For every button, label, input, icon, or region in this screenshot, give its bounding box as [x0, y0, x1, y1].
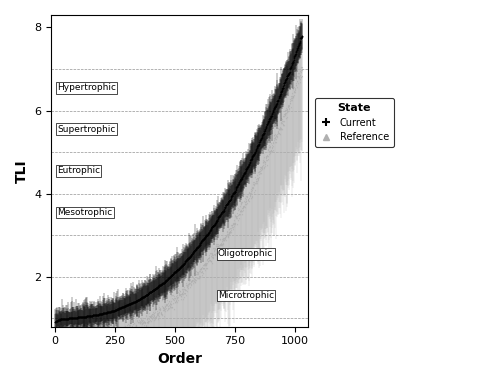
X-axis label: Order: Order	[157, 352, 202, 366]
Text: Hypertrophic: Hypertrophic	[57, 83, 116, 92]
Text: Eutrophic: Eutrophic	[57, 166, 100, 175]
Text: Microtrophic: Microtrophic	[218, 291, 274, 300]
Text: Oligotrophic: Oligotrophic	[218, 250, 273, 258]
Text: Mesotrophic: Mesotrophic	[57, 208, 112, 217]
Text: Supertrophic: Supertrophic	[57, 125, 116, 134]
Y-axis label: TLI: TLI	[15, 159, 29, 182]
Legend: Current, Reference: Current, Reference	[316, 98, 394, 147]
